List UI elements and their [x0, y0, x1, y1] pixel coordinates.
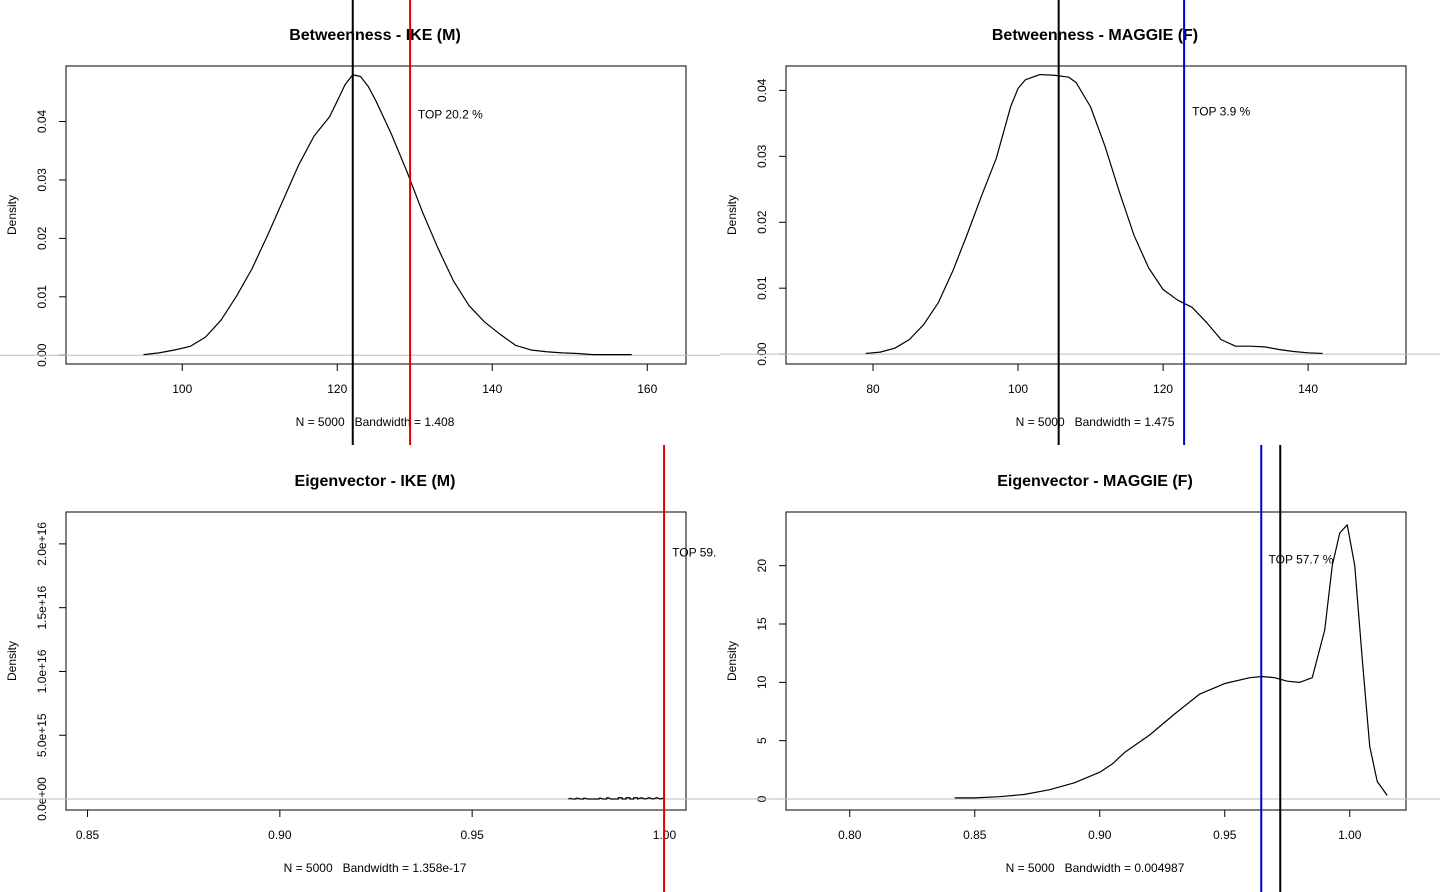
x-axis-label: N = 5000 Bandwidth = 1.358e-17 — [284, 861, 467, 875]
x-axis-label: N = 5000 Bandwidth = 0.004987 — [1006, 861, 1185, 875]
x-tick-label: 120 — [1153, 382, 1173, 396]
y-tick-label: 5.0e+15 — [35, 713, 49, 757]
plot-box — [785, 511, 1407, 811]
y-axis: 0.000.010.020.030.04 — [755, 78, 786, 366]
x-axis-label: N = 5000 Bandwidth = 1.475 — [1016, 415, 1175, 429]
x-tick-label: 0.80 — [838, 828, 862, 842]
x-axis: 80 100 120 140 — [866, 364, 1318, 396]
y-axis-label: Density — [725, 195, 739, 235]
plot-box — [65, 65, 687, 365]
x-tick-label: 100 — [1008, 382, 1028, 396]
density-curve-layer — [568, 797, 665, 800]
x-tick-label: 0.95 — [460, 828, 484, 842]
y-axis: 0.0e+005.0e+151.0e+161.5e+162.0e+16 — [35, 522, 66, 821]
y-axis: 0.000.010.020.030.04 — [35, 110, 66, 367]
marker-lines-layer — [1057, 0, 1186, 445]
plot-box — [785, 65, 1407, 365]
x-axis-label: N = 5000 Bandwidth = 1.408 — [296, 415, 455, 429]
density-curve-layer — [954, 524, 1388, 799]
y-tick-label: 2.0e+16 — [35, 522, 49, 566]
x-tick-label: 0.85 — [963, 828, 987, 842]
panel-betweenness-maggie: Betweenness - MAGGIE (F) N = 5000 Bandwi… — [720, 0, 1440, 445]
y-tick-label: 0.01 — [755, 276, 769, 300]
x-axis: 100 120 140 160 — [172, 364, 658, 396]
top-percent-annotation: TOP 20.2 % — [418, 108, 483, 122]
y-tick-label: 0.03 — [755, 144, 769, 168]
density-curve-layer — [865, 73, 1323, 355]
x-tick-label: 0.90 — [268, 828, 292, 842]
x-tick-label: 120 — [327, 382, 347, 396]
plot-box — [65, 511, 687, 811]
top-percent-annotation: TOP 3.9 % — [1192, 104, 1251, 118]
x-axis: 0.80 0.85 0.90 0.95 1.00 — [838, 810, 1362, 842]
y-tick-label: 0.04 — [755, 78, 769, 102]
panel-eigenvector-maggie: Eigenvector - MAGGIE (F) N = 5000 Bandwi… — [720, 445, 1440, 892]
y-tick-label: 0.04 — [35, 110, 49, 134]
y-tick-label: 5 — [755, 737, 769, 744]
y-tick-label: 0.03 — [35, 168, 49, 192]
x-tick-label: 160 — [637, 382, 657, 396]
marker-lines-layer — [1260, 445, 1282, 892]
density-curve — [568, 797, 665, 800]
top-percent-annotation: TOP 59. — [672, 546, 716, 560]
y-axis-label: Density — [5, 641, 19, 681]
plot-title: Betweenness - IKE (M) — [289, 27, 461, 44]
x-tick-label: 140 — [482, 382, 502, 396]
y-axis-label: Density — [725, 641, 739, 681]
top-percent-annotation: TOP 57.7 % — [1269, 552, 1334, 566]
x-tick-label: 140 — [1298, 382, 1318, 396]
x-tick-label: 100 — [172, 382, 192, 396]
panel-eigenvector-ike: Eigenvector - IKE (M) N = 5000 Bandwidth… — [0, 445, 720, 892]
y-tick-label: 10 — [755, 675, 769, 689]
y-tick-label: 1.0e+16 — [35, 649, 49, 693]
y-tick-label: 1.5e+16 — [35, 585, 49, 629]
y-axis-label: Density — [5, 195, 19, 235]
density-curve — [865, 73, 1323, 355]
panel-betweenness-ike: Betweenness - IKE (M) N = 5000 Bandwidth… — [0, 0, 720, 445]
density-curve — [954, 524, 1388, 799]
x-tick-label: 80 — [866, 382, 880, 396]
plot-title: Eigenvector - MAGGIE (F) — [997, 473, 1193, 490]
y-tick-label: 0.02 — [35, 226, 49, 250]
x-axis: 0.850.900.951.00 — [76, 810, 676, 842]
x-tick-label: 0.95 — [1213, 828, 1237, 842]
y-tick-label: 0.02 — [755, 210, 769, 234]
marker-lines-layer — [351, 0, 412, 445]
y-tick-label: 0.01 — [35, 285, 49, 309]
plot-title: Betweenness - MAGGIE (F) — [992, 27, 1198, 44]
x-tick-label: 1.00 — [1338, 828, 1362, 842]
plot-title: Eigenvector - IKE (M) — [295, 473, 456, 490]
x-tick-label: 0.85 — [76, 828, 100, 842]
y-tick-label: 15 — [755, 617, 769, 631]
density-curve-layer — [143, 74, 632, 356]
x-tick-label: 0.90 — [1088, 828, 1112, 842]
y-tick-label: 20 — [755, 559, 769, 573]
density-curve — [143, 74, 632, 356]
